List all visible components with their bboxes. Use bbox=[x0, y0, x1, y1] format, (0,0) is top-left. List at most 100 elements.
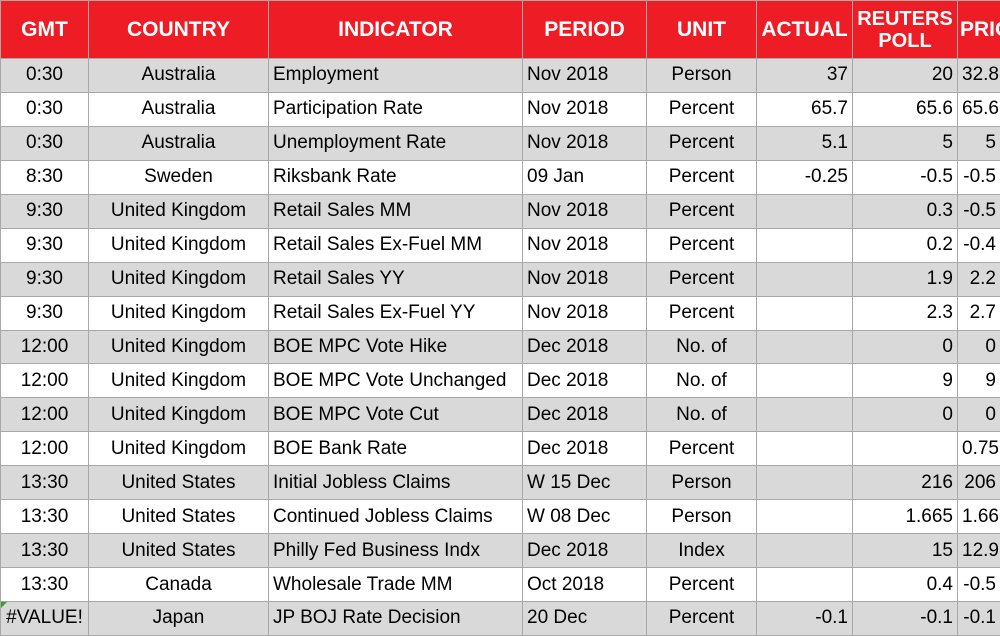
cell-reuters-poll[interactable] bbox=[853, 432, 958, 466]
cell-reuters-poll[interactable]: 2.3 bbox=[853, 296, 958, 330]
cell-period[interactable]: Dec 2018 bbox=[523, 398, 647, 432]
cell-indicator[interactable]: Continued Jobless Claims bbox=[269, 500, 523, 534]
cell-period[interactable]: Dec 2018 bbox=[523, 432, 647, 466]
cell-prior[interactable]: 0 bbox=[958, 330, 1000, 364]
cell-period[interactable]: W 15 Dec bbox=[523, 466, 647, 500]
cell-unit[interactable]: Percent bbox=[647, 160, 757, 194]
cell-prior[interactable]: -0.4 bbox=[958, 228, 1000, 262]
cell-indicator[interactable]: Unemployment Rate bbox=[269, 126, 523, 160]
cell-actual[interactable]: -0.1 bbox=[757, 602, 853, 636]
cell-actual[interactable] bbox=[757, 262, 853, 296]
cell-gmt[interactable]: 8:30 bbox=[1, 160, 89, 194]
cell-actual[interactable] bbox=[757, 228, 853, 262]
cell-prior[interactable]: 206 bbox=[958, 466, 1000, 500]
cell-country[interactable]: United Kingdom bbox=[89, 262, 269, 296]
cell-indicator[interactable]: Participation Rate bbox=[269, 92, 523, 126]
cell-actual[interactable] bbox=[757, 296, 853, 330]
cell-unit[interactable]: Percent bbox=[647, 296, 757, 330]
cell-reuters-poll[interactable]: 0.2 bbox=[853, 228, 958, 262]
cell-gmt[interactable]: 9:30 bbox=[1, 194, 89, 228]
cell-unit[interactable]: Percent bbox=[647, 262, 757, 296]
cell-unit[interactable]: No. of bbox=[647, 330, 757, 364]
cell-actual[interactable] bbox=[757, 466, 853, 500]
cell-unit[interactable]: Percent bbox=[647, 126, 757, 160]
cell-country[interactable]: United States bbox=[89, 534, 269, 568]
cell-prior[interactable]: 12.9 bbox=[958, 534, 1000, 568]
cell-indicator[interactable]: Riksbank Rate bbox=[269, 160, 523, 194]
cell-prior[interactable]: 2.2 bbox=[958, 262, 1000, 296]
cell-gmt[interactable]: #VALUE! bbox=[1, 602, 89, 636]
cell-actual[interactable]: 65.7 bbox=[757, 92, 853, 126]
cell-actual[interactable]: 37 bbox=[757, 59, 853, 93]
cell-gmt[interactable]: 9:30 bbox=[1, 262, 89, 296]
cell-reuters-poll[interactable]: 0.3 bbox=[853, 194, 958, 228]
cell-unit[interactable]: Person bbox=[647, 500, 757, 534]
cell-indicator[interactable]: Employment bbox=[269, 59, 523, 93]
cell-reuters-poll[interactable]: 0 bbox=[853, 330, 958, 364]
cell-country[interactable]: United Kingdom bbox=[89, 194, 269, 228]
header-gmt[interactable]: GMT bbox=[1, 1, 89, 59]
cell-gmt[interactable]: 13:30 bbox=[1, 466, 89, 500]
cell-period[interactable]: Nov 2018 bbox=[523, 126, 647, 160]
cell-indicator[interactable]: Retail Sales Ex-Fuel MM bbox=[269, 228, 523, 262]
cell-actual[interactable]: -0.25 bbox=[757, 160, 853, 194]
cell-gmt[interactable]: 12:00 bbox=[1, 330, 89, 364]
cell-unit[interactable]: Index bbox=[647, 534, 757, 568]
cell-actual[interactable] bbox=[757, 398, 853, 432]
header-indicator[interactable]: INDICATOR bbox=[269, 1, 523, 59]
cell-actual[interactable] bbox=[757, 364, 853, 398]
cell-country[interactable]: Australia bbox=[89, 92, 269, 126]
cell-reuters-poll[interactable]: 1.665 bbox=[853, 500, 958, 534]
cell-country[interactable]: Australia bbox=[89, 59, 269, 93]
cell-gmt[interactable]: 9:30 bbox=[1, 228, 89, 262]
cell-country[interactable]: United Kingdom bbox=[89, 228, 269, 262]
cell-indicator[interactable]: JP BOJ Rate Decision bbox=[269, 602, 523, 636]
cell-indicator[interactable]: BOE MPC Vote Cut bbox=[269, 398, 523, 432]
cell-reuters-poll[interactable]: 15 bbox=[853, 534, 958, 568]
cell-country[interactable]: United Kingdom bbox=[89, 364, 269, 398]
cell-unit[interactable]: Percent bbox=[647, 92, 757, 126]
cell-unit[interactable]: No. of bbox=[647, 364, 757, 398]
cell-prior[interactable]: -0.5 bbox=[958, 568, 1000, 602]
cell-period[interactable]: Dec 2018 bbox=[523, 364, 647, 398]
cell-prior[interactable]: -0.5 bbox=[958, 160, 1000, 194]
cell-country[interactable]: United Kingdom bbox=[89, 398, 269, 432]
cell-period[interactable]: 09 Jan bbox=[523, 160, 647, 194]
cell-prior[interactable]: 1.661 bbox=[958, 500, 1000, 534]
cell-country[interactable]: United Kingdom bbox=[89, 330, 269, 364]
header-country[interactable]: COUNTRY bbox=[89, 1, 269, 59]
header-prior[interactable]: PRIOR bbox=[958, 1, 1000, 59]
cell-prior[interactable]: -0.5 bbox=[958, 194, 1000, 228]
cell-period[interactable]: Nov 2018 bbox=[523, 92, 647, 126]
cell-period[interactable]: Oct 2018 bbox=[523, 568, 647, 602]
cell-reuters-poll[interactable]: 20 bbox=[853, 59, 958, 93]
cell-unit[interactable]: Percent bbox=[647, 432, 757, 466]
cell-unit[interactable]: No. of bbox=[647, 398, 757, 432]
cell-actual[interactable] bbox=[757, 534, 853, 568]
cell-indicator[interactable]: Philly Fed Business Indx bbox=[269, 534, 523, 568]
cell-gmt[interactable]: 9:30 bbox=[1, 296, 89, 330]
cell-gmt[interactable]: 0:30 bbox=[1, 126, 89, 160]
header-reuters-poll[interactable]: REUTERS POLL bbox=[853, 1, 958, 59]
cell-actual[interactable] bbox=[757, 500, 853, 534]
cell-indicator[interactable]: Initial Jobless Claims bbox=[269, 466, 523, 500]
cell-indicator[interactable]: Wholesale Trade MM bbox=[269, 568, 523, 602]
cell-indicator[interactable]: Retail Sales MM bbox=[269, 194, 523, 228]
cell-prior[interactable]: 65.6 bbox=[958, 92, 1000, 126]
cell-unit[interactable]: Percent bbox=[647, 228, 757, 262]
cell-actual[interactable] bbox=[757, 330, 853, 364]
cell-period[interactable]: Nov 2018 bbox=[523, 296, 647, 330]
cell-indicator[interactable]: BOE MPC Vote Hike bbox=[269, 330, 523, 364]
cell-reuters-poll[interactable]: 0.4 bbox=[853, 568, 958, 602]
cell-prior[interactable]: 9 bbox=[958, 364, 1000, 398]
cell-reuters-poll[interactable]: 0 bbox=[853, 398, 958, 432]
cell-reuters-poll[interactable]: 9 bbox=[853, 364, 958, 398]
cell-reuters-poll[interactable]: -0.5 bbox=[853, 160, 958, 194]
cell-actual[interactable] bbox=[757, 568, 853, 602]
cell-country[interactable]: Australia bbox=[89, 126, 269, 160]
error-indicator-icon[interactable] bbox=[1, 602, 7, 608]
cell-gmt[interactable]: 12:00 bbox=[1, 398, 89, 432]
cell-reuters-poll[interactable]: 216 bbox=[853, 466, 958, 500]
cell-reuters-poll[interactable]: -0.1 bbox=[853, 602, 958, 636]
cell-gmt[interactable]: 12:00 bbox=[1, 364, 89, 398]
